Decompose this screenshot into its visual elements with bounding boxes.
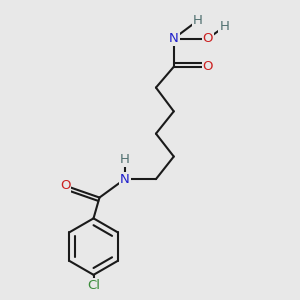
Text: H: H — [193, 14, 202, 27]
Text: H: H — [120, 153, 130, 166]
Text: N: N — [169, 32, 179, 45]
Text: O: O — [203, 60, 213, 73]
Text: N: N — [120, 172, 130, 186]
Text: O: O — [60, 179, 70, 192]
Text: H: H — [219, 20, 229, 33]
Text: O: O — [203, 32, 213, 45]
Text: Cl: Cl — [87, 279, 100, 292]
